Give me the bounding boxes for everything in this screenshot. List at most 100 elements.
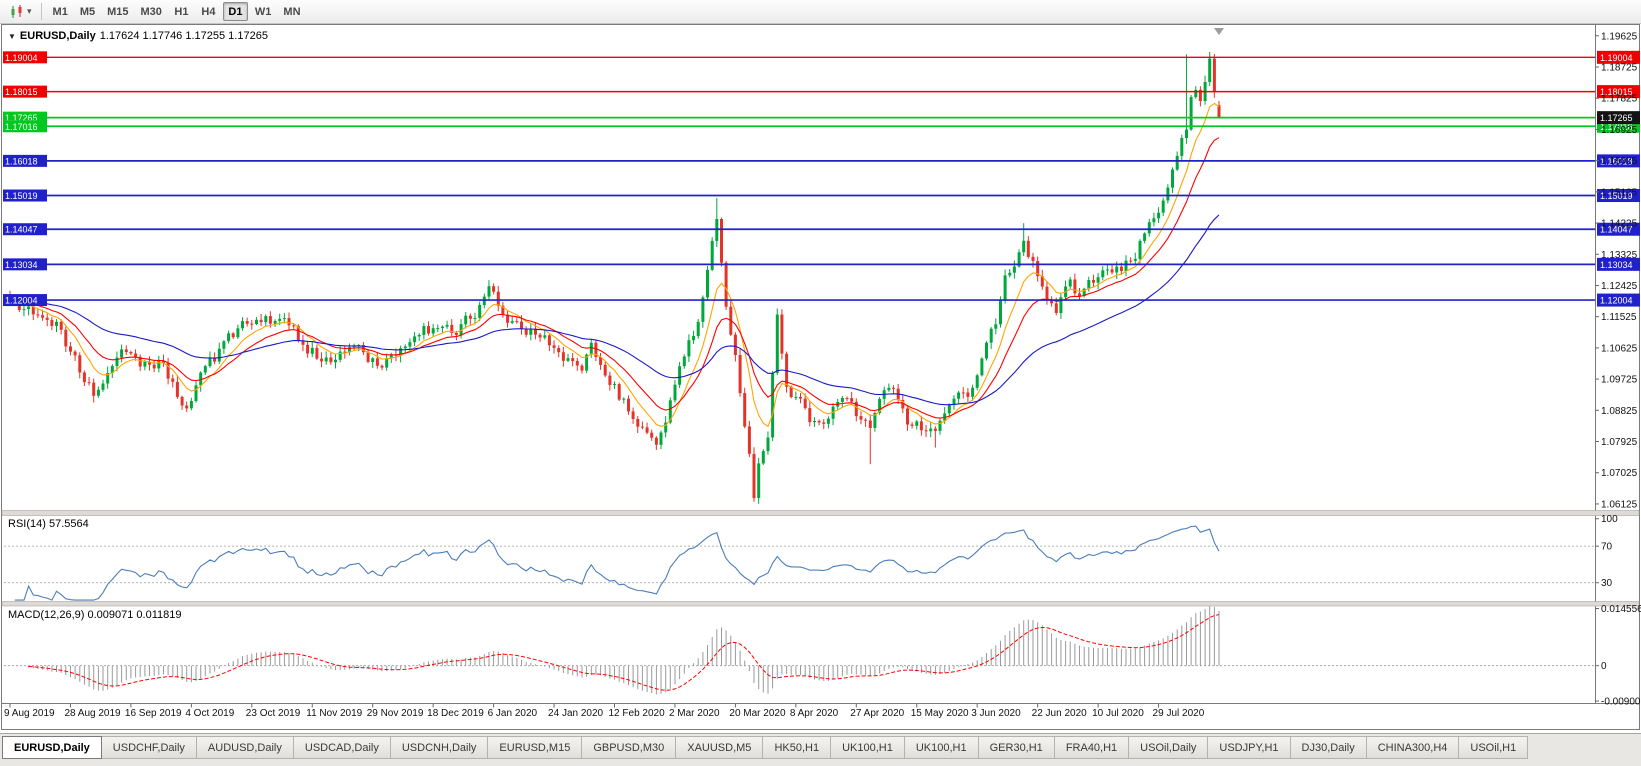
bid-price-value: 1.17265	[1600, 113, 1633, 123]
ma-slow-line	[9, 214, 1220, 406]
svg-text:1.13034: 1.13034	[5, 260, 38, 270]
chart-tab-fra40-h1[interactable]: FRA40,H1	[1054, 736, 1130, 759]
timeframe-button-h1[interactable]: H1	[174, 5, 189, 18]
chart-tab-usdcad-daily[interactable]: USDCAD,Daily	[293, 736, 391, 759]
svg-text:1.14047: 1.14047	[1600, 225, 1633, 235]
svg-text:1.15019: 1.15019	[1600, 191, 1633, 201]
macd-signal-line	[28, 614, 1220, 691]
chart-tab-hk50-h1[interactable]: HK50,H1	[763, 736, 832, 759]
svg-text:2 Mar 2020: 2 Mar 2020	[669, 708, 720, 719]
svg-text:1.15019: 1.15019	[5, 191, 38, 201]
svg-text:1.12004: 1.12004	[1600, 296, 1633, 306]
svg-text:1.07025: 1.07025	[1601, 468, 1638, 479]
panel-splitter-2[interactable]	[1, 601, 1640, 607]
svg-text:1.10625: 1.10625	[1601, 343, 1638, 354]
svg-text:1.13034: 1.13034	[1600, 260, 1633, 270]
chevron-down-icon: ▾	[27, 6, 32, 16]
svg-text:1.12004: 1.12004	[5, 296, 38, 306]
timeframe-button-h4[interactable]: H4	[201, 5, 216, 18]
svg-text:-0.009001: -0.009001	[1601, 697, 1641, 708]
svg-text:12 Feb 2020: 12 Feb 2020	[609, 708, 666, 719]
svg-text:27 Apr 2020: 27 Apr 2020	[850, 708, 904, 719]
svg-text:30: 30	[1601, 578, 1613, 589]
chart-menu-arrow-icon[interactable]: ▼	[8, 31, 16, 41]
svg-text:22 Jun 2020: 22 Jun 2020	[1032, 708, 1087, 719]
svg-text:1.12425: 1.12425	[1601, 281, 1638, 292]
svg-text:1.14047: 1.14047	[5, 225, 38, 235]
timeframe-button-mn[interactable]: MN	[283, 5, 301, 18]
svg-text:29 Nov 2019: 29 Nov 2019	[367, 708, 424, 719]
chart-ohlc-values: 1.17624 1.17746 1.17255 1.17265	[99, 30, 268, 42]
time-axis-labels: 9 Aug 2019 28 Aug 2019 16 Sep 2019 4 Oct 20…	[4, 703, 1205, 719]
price-axis-labels: 1.19625 1.18725 1.17825 1.16925 1.16025 1.151…	[1595, 31, 1638, 510]
svg-text:1.09725: 1.09725	[1601, 375, 1638, 386]
bid-price-tag	[1597, 111, 1640, 125]
svg-text:1.18015: 1.18015	[5, 87, 38, 97]
chart-tab-usdchf-daily[interactable]: USDCHF,Daily	[101, 736, 197, 759]
timeframe-button-m30[interactable]: M30	[140, 5, 162, 18]
chart-shift-marker[interactable]	[1214, 28, 1224, 35]
svg-text:1.18015: 1.18015	[1600, 87, 1633, 97]
chart-tab-eurusd-daily[interactable]: EURUSD,Daily	[2, 736, 102, 759]
svg-text:1.16018: 1.16018	[1600, 156, 1633, 166]
candlestick-series	[8, 51, 1221, 504]
svg-text:1.17265: 1.17265	[5, 113, 38, 123]
chart-tab-dj30-daily[interactable]: DJ30,Daily	[1290, 736, 1367, 759]
chart-tab-usoil-h1[interactable]: USOil,H1	[1459, 736, 1529, 759]
svg-text:8 Apr 2020: 8 Apr 2020	[790, 708, 839, 719]
timeframe-button-d1[interactable]: D1	[222, 2, 248, 21]
svg-text:4 Oct 2019: 4 Oct 2019	[185, 708, 234, 719]
chart-symbol-label: EURUSD,Daily	[19, 30, 96, 42]
chart-tab-audusd-daily[interactable]: AUDUSD,Daily	[196, 736, 294, 759]
svg-text:1.15125: 1.15125	[1601, 187, 1638, 198]
chart-area: 1.19004 1.19004 1.18015 1.18015 1.17265 1.170…	[0, 24, 1641, 733]
chart-tab-uk100-h1[interactable]: UK100,H1	[831, 736, 905, 759]
svg-text:1.16925: 1.16925	[1601, 125, 1638, 136]
chart-tab-uk100-h1[interactable]: UK100,H1	[904, 736, 979, 759]
svg-text:1.06125: 1.06125	[1601, 499, 1638, 510]
svg-text:1.17825: 1.17825	[1601, 94, 1638, 105]
svg-text:20 Mar 2020: 20 Mar 2020	[729, 708, 786, 719]
svg-text:1.11525: 1.11525	[1601, 312, 1637, 323]
svg-text:100: 100	[1601, 514, 1618, 525]
timeframe-button-m1[interactable]: M1	[52, 5, 68, 18]
svg-text:1.13325: 1.13325	[1601, 250, 1638, 261]
svg-text:1.19004: 1.19004	[5, 53, 38, 63]
svg-text:18 Dec 2019: 18 Dec 2019	[427, 708, 484, 719]
svg-text:1.16025: 1.16025	[1601, 156, 1638, 167]
timeframe-button-m15[interactable]: M15	[107, 5, 129, 18]
chart-tab-usdcnh-daily[interactable]: USDCNH,Daily	[390, 736, 489, 759]
chart-tab-china300-h4[interactable]: CHINA300,H4	[1366, 736, 1460, 759]
ma-mid-line	[9, 137, 1220, 419]
chart-tab-eurusd-m15[interactable]: EURUSD,M15	[488, 736, 583, 759]
rsi-indicator-label: RSI(14) 57.5564	[8, 518, 89, 530]
chart-tab-ger30-h1[interactable]: GER30,H1	[978, 736, 1055, 759]
chart-tabs-bar: EURUSD,Daily USDCHF,Daily AUDUSD,Daily USDC…	[0, 733, 1641, 766]
svg-text:9 Aug 2019: 9 Aug 2019	[4, 708, 55, 719]
chart-type-button[interactable]: ▾	[5, 2, 36, 22]
chart-tab-usdjpy-h1[interactable]: USDJPY,H1	[1208, 736, 1291, 759]
svg-text:15 May 2020: 15 May 2020	[911, 708, 969, 719]
timeframe-buttons: M1 M5 M15 M30 H1 H4 D1 W1 MN	[47, 2, 307, 21]
panel-splitter-1[interactable]	[1, 510, 1640, 516]
timeframe-button-w1[interactable]: W1	[254, 5, 272, 18]
svg-text:24 Jan 2020: 24 Jan 2020	[548, 708, 603, 719]
svg-text:28 Aug 2019: 28 Aug 2019	[64, 708, 121, 719]
svg-text:3 Jun 2020: 3 Jun 2020	[971, 708, 1021, 719]
svg-text:1.19625: 1.19625	[1601, 31, 1638, 42]
timeframe-button-m5[interactable]: M5	[79, 5, 96, 18]
candlestick-chart-icon	[11, 4, 22, 18]
svg-text:1.18725: 1.18725	[1601, 63, 1638, 74]
svg-text:0: 0	[1601, 661, 1607, 672]
timeframe-toolbar: ▾ M1 M5 M15 M30 H1 H4 D1 W1 MN	[0, 0, 1641, 24]
svg-text:0.014556: 0.014556	[1601, 604, 1641, 615]
svg-text:16 Sep 2019: 16 Sep 2019	[125, 708, 182, 719]
chart-tab-usoil-daily[interactable]: USOil,Daily	[1129, 736, 1209, 759]
macd-indicator-label: MACD(12,26,9) 0.009071 0.011819	[8, 609, 182, 621]
chart-tab-xauusd-m5[interactable]: XAUUSD,M5	[676, 736, 764, 759]
chart-tab-gbpusd-m30[interactable]: GBPUSD,M30	[582, 736, 677, 759]
svg-text:1.17016: 1.17016	[5, 122, 38, 132]
